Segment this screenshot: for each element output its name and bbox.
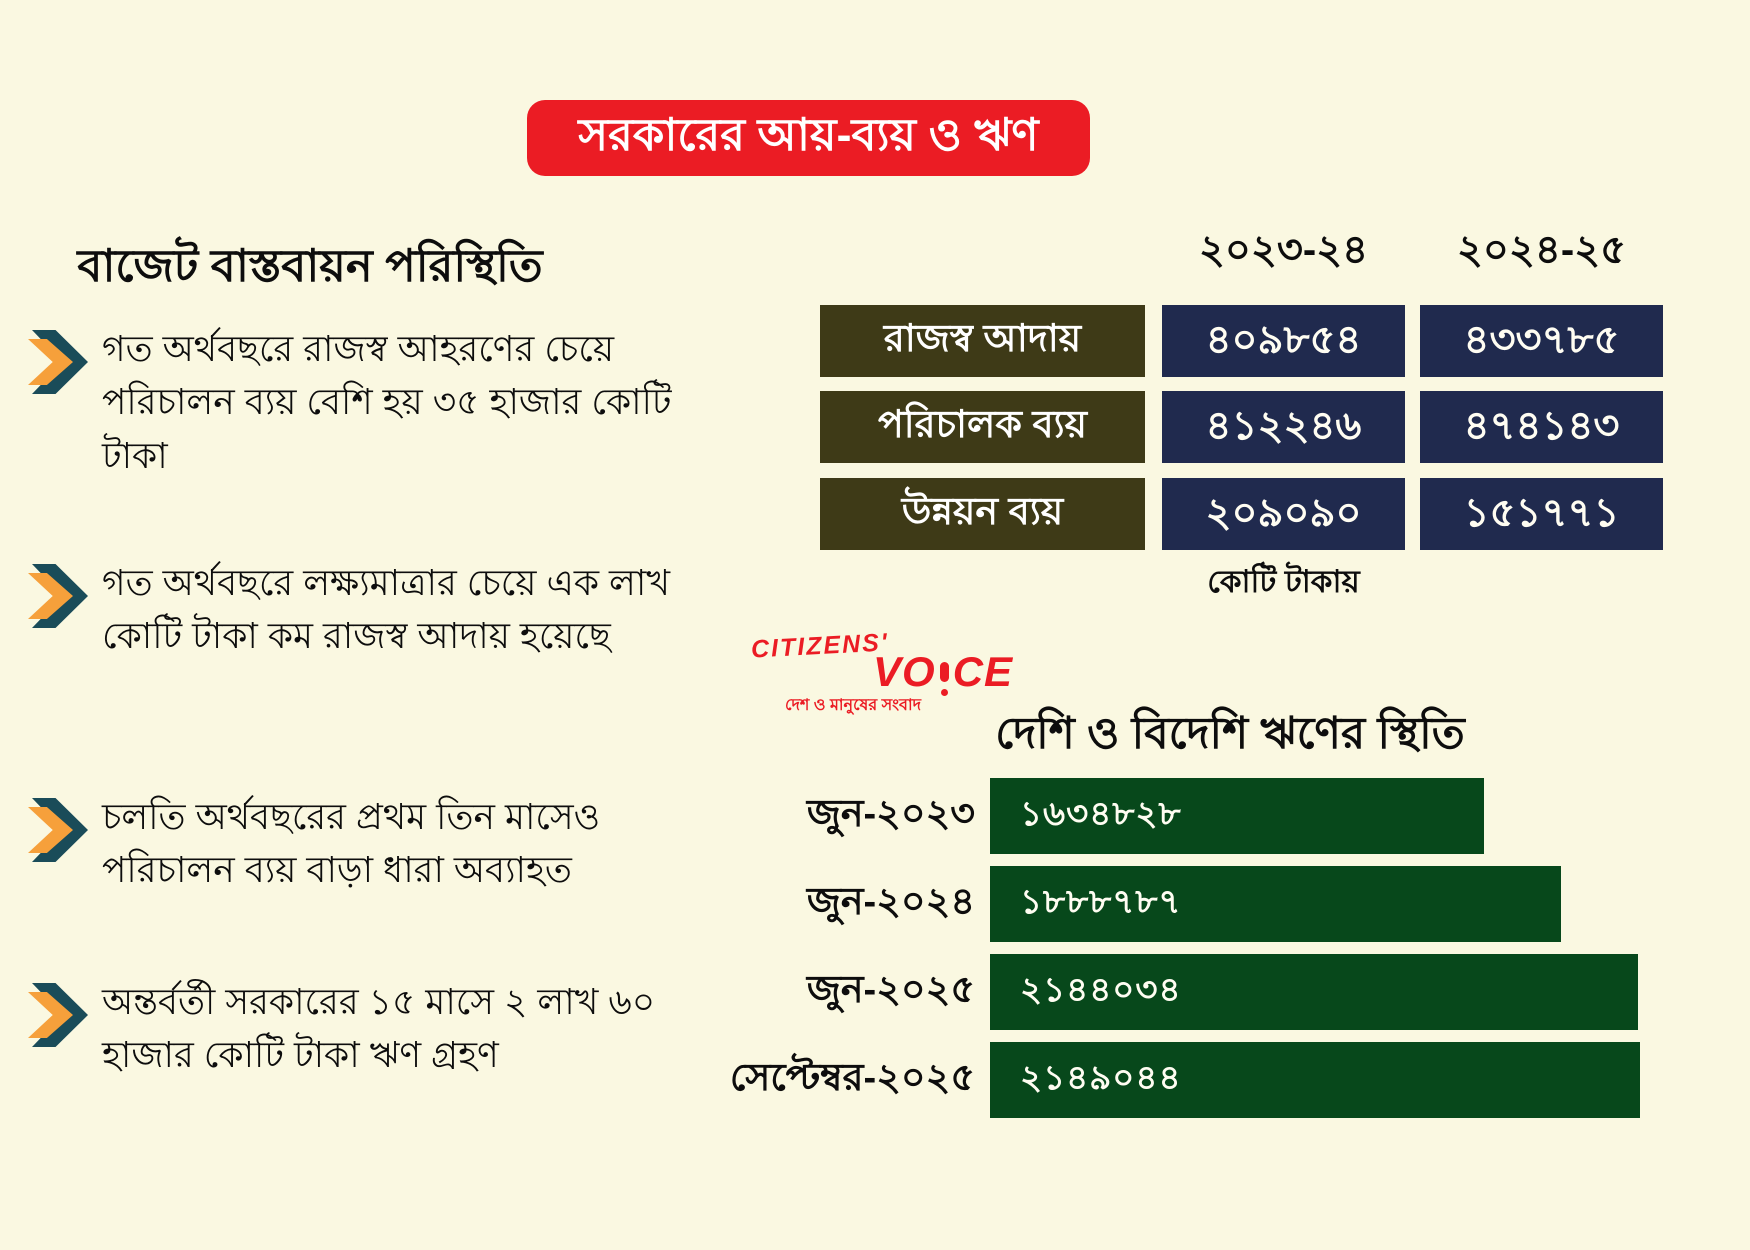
- bar-row: জুন-২০২৩ ১৬৩৪৮২৮: [0, 778, 1750, 854]
- bar: ২১৪৯০৪৪: [990, 1042, 1640, 1118]
- bar: ২১৪৪০৩৪: [990, 954, 1638, 1030]
- row-value-2023-24: ২০৯০৯০: [1162, 478, 1405, 550]
- citizens-voice-logo: CITIZENS' VO CE দেশ ও মানুষের সংবাদ: [745, 628, 1025, 714]
- table-row: পরিচালক ব্যয় ৪১২২৪৬ ৪৭৪১৪৩: [820, 391, 1663, 463]
- bar: ১৬৩৪৮২৮: [990, 778, 1484, 854]
- logo-voice-after: CE: [952, 648, 1014, 695]
- logo-citizens-text: CITIZENS': [750, 628, 890, 664]
- table-unit-note: কোটি টাকায়: [1207, 564, 1360, 599]
- bar-category-label: সেপ্টেম্বর-২০২৫: [729, 1057, 975, 1099]
- double-chevron-icon: [28, 564, 90, 628]
- logo-voice-before: VO: [873, 648, 936, 695]
- bar: ১৮৮৮৭৮৭: [990, 866, 1561, 942]
- double-chevron-icon: [28, 330, 90, 394]
- bar-row: জুন-২০২৫ ২১৪৪০৩৪: [0, 954, 1750, 1030]
- logo-voice-text: VO CE: [873, 648, 1013, 696]
- table-column-header-2024-25: ২০২৪-২৫: [1456, 227, 1627, 272]
- row-value-2023-24: ৪১২২৪৬: [1162, 391, 1405, 463]
- bar-value-label: ২১৪৯০৪৪: [1020, 1058, 1182, 1097]
- table-column-header-2023-24: ২০২৩-২৪: [1198, 227, 1369, 272]
- bar-row: সেপ্টেম্বর-২০২৫ ২১৪৯০৪৪: [0, 1042, 1750, 1118]
- table-row: রাজস্ব আদায় ৪০৯৮৫৪ ৪৩৩৭৮৫: [820, 305, 1663, 377]
- budget-section-heading: বাজেট বাস্তবায়ন পরিস্থিতি: [77, 240, 543, 291]
- bullet-text: চলতি অর্থবছরের প্রথম তিন মাসেও পরিচালন ব…: [102, 796, 601, 891]
- debt-chart-heading: দেশি ও বিদেশি ঋণের স্থিতি: [995, 709, 1465, 758]
- bullet-text: গত অর্থবছরে লক্ষ্যমাত্রার চেয়ে এক লাখ ক…: [102, 562, 670, 657]
- row-value-2024-25: ১৫১৭৭১: [1420, 478, 1663, 550]
- row-value-2024-25: ৪৩৩৭৮৫: [1420, 305, 1663, 377]
- bar-value-label: ২১৪৪০৩৪: [1020, 970, 1182, 1009]
- row-value-2024-25: ৪৭৪১৪৩: [1420, 391, 1663, 463]
- bar-category-label: জুন-২০২৪: [806, 881, 975, 923]
- title-banner: সরকারের আয়-ব্যয় ও ঋণ: [527, 100, 1090, 176]
- bar-value-label: ১৬৩৪৮২৮: [1020, 794, 1182, 833]
- bullet-item: গত অর্থবছরে রাজস্ব আহরণের চেয়ে পরিচালন …: [28, 322, 672, 482]
- row-label: রাজস্ব আদায়: [820, 305, 1145, 377]
- table-row: উন্নয়ন ব্যয় ২০৯০৯০ ১৫১৭৭১: [820, 478, 1663, 550]
- row-value-2023-24: ৪০৯৮৫৪: [1162, 305, 1405, 377]
- microphone-icon: [938, 662, 951, 696]
- bar-category-label: জুন-২০২৫: [806, 969, 975, 1011]
- bullet-item: অন্তর্বর্তী সরকারের ১৫ মাসে ২ লাখ ৬০ হাজ…: [28, 975, 672, 1082]
- row-label: পরিচালক ব্যয়: [820, 391, 1145, 463]
- double-chevron-icon: [28, 983, 90, 1047]
- bar-category-label: জুন-২০২৩: [806, 793, 975, 835]
- bullet-text: অন্তর্বর্তী সরকারের ১৫ মাসে ২ লাখ ৬০ হাজ…: [102, 981, 656, 1076]
- bullet-text: গত অর্থবছরে রাজস্ব আহরণের চেয়ে পরিচালন …: [102, 328, 672, 476]
- row-label: উন্নয়ন ব্যয়: [820, 478, 1145, 550]
- bullet-item: চলতি অর্থবছরের প্রথম তিন মাসেও পরিচালন ব…: [28, 790, 672, 897]
- double-chevron-icon: [28, 798, 90, 862]
- bar-value-label: ১৮৮৮৭৮৭: [1020, 882, 1182, 921]
- bar-row: জুন-২০২৪ ১৮৮৮৭৮৭: [0, 866, 1750, 942]
- bullet-item: গত অর্থবছরে লক্ষ্যমাত্রার চেয়ে এক লাখ ক…: [28, 556, 672, 663]
- logo-tagline: দেশ ও মানুষের সংবাদ: [785, 697, 922, 714]
- page-title: সরকারের আয়-ব্যয় ও ঋণ: [578, 108, 1039, 160]
